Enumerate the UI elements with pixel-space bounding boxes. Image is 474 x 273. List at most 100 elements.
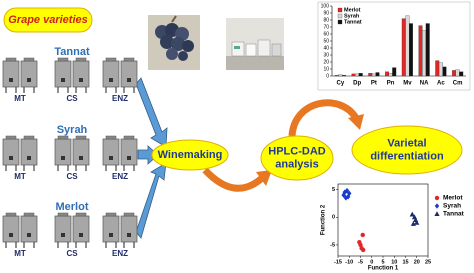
legend-marker	[434, 203, 440, 209]
tank-valve	[27, 156, 31, 160]
tank-valve	[61, 156, 65, 160]
point	[358, 242, 363, 248]
tank-top	[23, 212, 35, 217]
bar	[351, 73, 356, 77]
y-tick-label: 20	[323, 59, 329, 65]
tank	[72, 60, 90, 88]
bar	[371, 73, 376, 77]
x-tick-label: -15	[334, 259, 342, 265]
treatment-label: MT	[14, 172, 26, 181]
point	[414, 219, 420, 225]
legend-label: Syrah	[443, 203, 461, 210]
treatment-label: ENZ	[112, 172, 128, 181]
x-tick-label: 20	[414, 259, 420, 265]
tank-top	[57, 57, 69, 62]
tank-valve	[27, 78, 31, 82]
y-tick-label: 0	[332, 215, 335, 221]
legend-marker	[434, 211, 440, 216]
lab-photo	[226, 18, 284, 70]
x-tick-label: 0	[370, 259, 373, 265]
title-box	[3, 7, 93, 33]
tank-top	[123, 135, 135, 140]
y-tick-label: 30	[323, 52, 329, 58]
legend-swatch	[337, 7, 343, 13]
y-tick-label: -5	[330, 242, 335, 248]
bar	[455, 69, 460, 77]
y-tick-label: 100	[321, 3, 330, 9]
tank-valve	[109, 233, 113, 237]
point	[343, 195, 349, 201]
bar	[334, 75, 339, 77]
treatment-label: MT	[14, 249, 26, 258]
bar	[452, 70, 456, 77]
tank-valve	[79, 233, 83, 237]
bar	[435, 60, 440, 77]
bar	[392, 67, 397, 77]
bar	[438, 62, 443, 77]
tank-top	[105, 135, 117, 140]
tank-valve	[9, 156, 13, 160]
title: Grape varieties	[8, 14, 88, 26]
tank-valve	[109, 78, 113, 82]
x-tick-label: Pt	[371, 81, 377, 87]
y-tick-label: 50	[323, 38, 329, 44]
tank	[102, 215, 120, 243]
legend-label: Merlot	[344, 7, 361, 13]
y-tick-label: 90	[323, 10, 329, 16]
treatment-label: ENZ	[112, 94, 128, 103]
step-ellipse	[260, 135, 334, 181]
tank-top	[75, 135, 87, 140]
y-tick-label: 40	[323, 45, 329, 51]
step-ellipse	[351, 125, 463, 175]
bar	[388, 73, 393, 77]
variety-name: Syrah	[57, 124, 88, 136]
tank-top	[5, 212, 17, 217]
blue-arrows	[135, 77, 168, 239]
tank	[120, 215, 138, 243]
tank-top	[105, 212, 117, 217]
bar	[425, 23, 430, 77]
bar	[338, 74, 343, 77]
treatment-label: ENZ	[112, 249, 128, 258]
tank	[54, 60, 72, 88]
step-ellipse	[151, 139, 229, 171]
tank-valve	[109, 156, 113, 160]
tank-top	[23, 57, 35, 62]
bar	[358, 73, 363, 77]
tank	[2, 138, 20, 166]
tank	[20, 138, 38, 166]
bar	[418, 25, 423, 77]
x-tick-label: 10	[391, 259, 397, 265]
legend-swatch	[337, 19, 343, 25]
x-tick-label: Ac	[437, 81, 445, 87]
point	[342, 189, 347, 196]
tank-top	[123, 212, 135, 217]
tank	[20, 60, 38, 88]
tank	[72, 215, 90, 243]
tank	[54, 138, 72, 166]
tank-top	[123, 57, 135, 62]
tank	[2, 60, 20, 88]
bar	[442, 66, 447, 77]
y-tick-label: 10	[323, 66, 329, 72]
legend-label: Tannat	[344, 19, 362, 25]
tank	[2, 215, 20, 243]
bar	[385, 71, 389, 77]
bar	[459, 71, 464, 77]
x-tick-label: Cy	[337, 81, 345, 87]
tank-valve	[79, 78, 83, 82]
legend-label: Tannat	[443, 211, 465, 218]
bar	[422, 30, 427, 77]
x-tick-label: Pn	[387, 81, 395, 87]
tank-top	[5, 57, 17, 62]
treatment-label: CS	[66, 172, 78, 181]
tank-top	[75, 212, 87, 217]
y-tick-label: 0	[326, 73, 329, 79]
tank-valve	[27, 233, 31, 237]
tank	[20, 215, 38, 243]
x-tick-label: 15	[402, 259, 408, 265]
tank	[102, 138, 120, 166]
tank-valve	[61, 78, 65, 82]
tank	[120, 138, 138, 166]
